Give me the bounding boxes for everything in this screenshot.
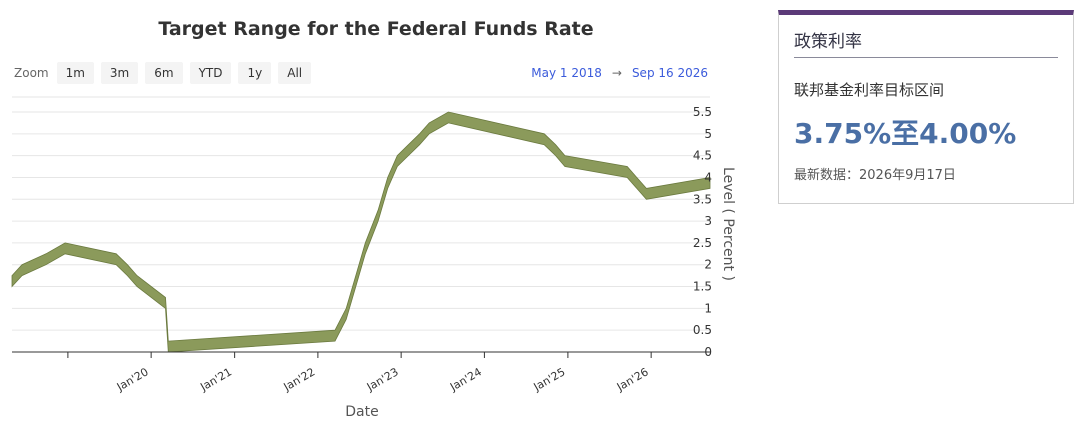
x-tick-label: Jan'22	[281, 365, 318, 394]
card-heading: 政策利率	[794, 27, 1058, 58]
x-tick-label: Jan'24	[447, 365, 484, 394]
x-tick-label: Jan'23	[364, 365, 401, 394]
x-tick-label: Jan'21	[197, 365, 234, 394]
zoom-bar: Zoom 1m 3m 6m YTD 1y All	[14, 62, 318, 84]
y-tick-label: 0	[704, 345, 712, 359]
y-tick-label: 1.5	[693, 280, 712, 294]
x-tick-label: Jan'26	[614, 365, 651, 394]
zoom-6m-button[interactable]: 6m	[145, 62, 183, 84]
y-tick-label: 4.5	[693, 149, 712, 163]
zoom-ytd-button[interactable]: YTD	[189, 62, 232, 84]
y-tick-label: 4	[704, 170, 712, 184]
y-tick-label: 0.5	[693, 323, 712, 337]
y-tick-label: 5.5	[693, 105, 712, 119]
y-tick-label: 5	[704, 127, 712, 141]
card-rate-value: 3.75%至4.00%	[794, 117, 1017, 150]
x-axis-title: Date	[345, 404, 378, 420]
y-tick-label: 1	[704, 301, 712, 315]
x-tick-label: Jan'25	[531, 365, 568, 394]
card-update-date: 最新数据：2026年9月17日	[794, 168, 956, 183]
y-tick-label: 2.5	[693, 236, 712, 250]
zoom-all-button[interactable]: All	[278, 62, 312, 84]
rate-range-band	[11, 111, 711, 353]
policy-rate-card: 政策利率 联邦基金利率目标区间 3.75%至4.00% 最新数据：2026年9月…	[778, 10, 1074, 204]
y-axis-title: Level ( Percent )	[720, 167, 736, 281]
chart-title: Target Range for the Federal Funds Rate	[158, 18, 594, 40]
range-from-date[interactable]: May 1 2018	[531, 66, 602, 80]
zoom-3m-button[interactable]: 3m	[100, 62, 139, 84]
y-tick-label: 3.5	[693, 192, 712, 206]
grid-lines	[12, 96, 710, 353]
y-axis: 0 0.5 1 1.5 2 2.5 3 3.5 4 4.5 5 5.5	[693, 105, 712, 359]
y-tick-label: 2	[704, 258, 712, 272]
chart-panel: 0 0.5 1 1.5 2 2.5 3 3.5 4 4.5 5 5.5 Jan'20 Jan'21 Jan…	[11, 18, 736, 420]
card-subtitle: 联邦基金利率目标区间	[794, 81, 945, 99]
zoom-1y-button[interactable]: 1y	[238, 62, 272, 84]
series-layer	[11, 111, 711, 353]
zoom-1m-button[interactable]: 1m	[56, 62, 94, 84]
x-axis: Jan'20 Jan'21 Jan'22 Jan'23 Jan'24 Jan'25 Jan'…	[67, 352, 652, 394]
chart-area: 00.511.522.533.544.555.5 Jan'20 Jan'21 Jan…	[11, 96, 736, 420]
range-to-date[interactable]: Sep 16 2026	[631, 66, 708, 80]
date-range-display: May 1 2018 → Sep 16 2026	[531, 66, 708, 80]
arrow-right-icon: →	[611, 66, 622, 80]
y-tick-label: 3	[704, 214, 712, 228]
x-tick-label: Jan'20	[114, 365, 151, 394]
zoom-label: Zoom	[14, 66, 49, 80]
